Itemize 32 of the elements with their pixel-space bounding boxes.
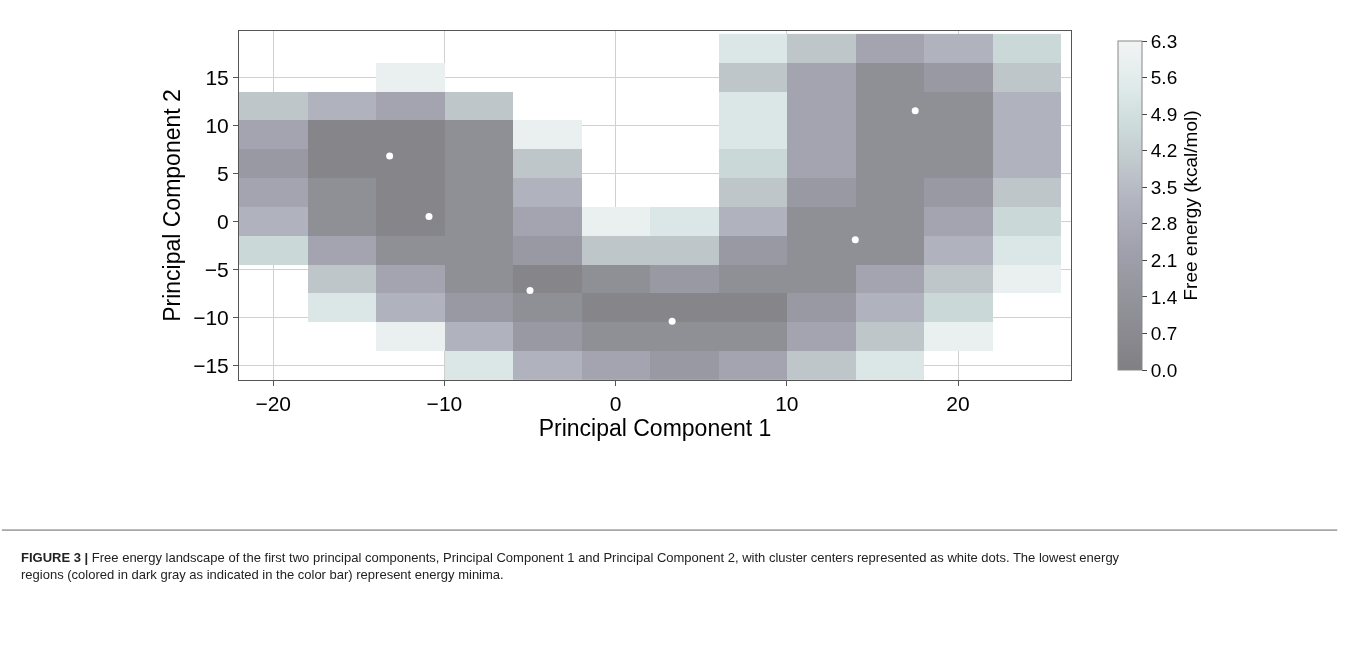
point — [526, 287, 534, 295]
x-axis-title: Principal Component 1 — [538, 415, 772, 442]
color-bar-label: 4.2 — [1150, 140, 1178, 162]
point — [386, 152, 394, 160]
x-tick-label: 20 — [946, 392, 970, 416]
y-tick-label: 10 — [205, 113, 229, 137]
color-bar-label: 0.7 — [1150, 323, 1178, 345]
x-tick-label: −20 — [255, 392, 292, 416]
point — [668, 317, 676, 325]
color-bar-label: 0.0 — [1150, 359, 1178, 381]
color-bar-title: Free energy (kcal/mol) — [1179, 110, 1201, 301]
color-bar-label: 2.1 — [1150, 249, 1178, 271]
point — [851, 236, 859, 244]
point — [425, 213, 433, 221]
x-tick-label: 0 — [609, 392, 622, 416]
y-tick-label: −15 — [193, 353, 229, 377]
y-tick-label: 15 — [205, 65, 229, 89]
y-tick-label: −5 — [204, 257, 229, 281]
x-tick-label: −10 — [426, 392, 463, 416]
color-bar-label: 2.8 — [1150, 213, 1178, 235]
x-tick-label: 10 — [775, 392, 799, 416]
color-bar-label: 3.5 — [1150, 176, 1178, 198]
y-axis-title: Principal Component 2 — [158, 89, 185, 322]
caption: FIGURE 3 | Free energy landscape of the first two principal components, Principal Component 1 and Principal Component 2, with cluster centers represented as white dots. The lowest energy regions (colored in dark gray as indicated in the color bar) represent energy minima. — [21, 550, 1120, 582]
color-bar-label: 6.3 — [1150, 30, 1178, 52]
y-tick-label: −10 — [193, 305, 229, 329]
point — [911, 107, 919, 115]
color-bar-label: 4.9 — [1150, 103, 1178, 125]
y-tick-label: 5 — [217, 161, 229, 185]
color-bar-label: 1.4 — [1150, 286, 1178, 308]
color-bar-label: 5.6 — [1150, 67, 1178, 89]
y-tick-label: 0 — [217, 209, 229, 233]
